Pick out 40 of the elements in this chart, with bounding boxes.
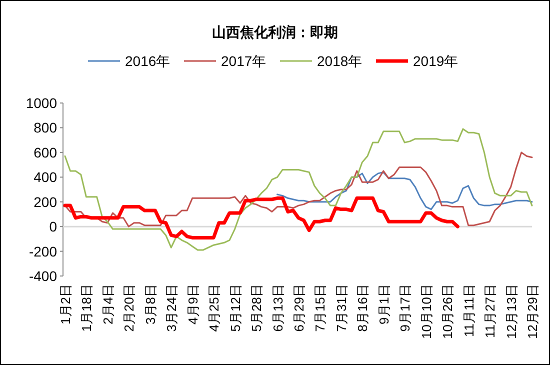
x-tick-label: 5月12日 <box>228 284 243 332</box>
y-tick-label: 200 <box>34 194 58 210</box>
x-tick-label: 10月26日 <box>440 284 456 339</box>
legend-label: 2019年 <box>413 53 458 69</box>
x-tick-label: 11月11日 <box>461 284 476 337</box>
y-tick-label: 0 <box>49 218 58 235</box>
y-tick-label: 400 <box>34 169 58 186</box>
x-tick-label: 3月8日 <box>142 284 158 324</box>
x-tick-label: 2月20日 <box>122 284 137 332</box>
chart-title: 山西焦化利润：即期 <box>212 24 338 40</box>
y-tick-label: 1000 <box>26 95 58 111</box>
x-tick-label: 1月2日 <box>58 284 73 324</box>
x-tick-label: 7月15日 <box>312 284 328 332</box>
x-tick-label: 4月25日 <box>206 284 222 332</box>
x-tick-label: 12月29日 <box>525 284 540 339</box>
x-tick-label: 6月13日 <box>270 284 286 332</box>
line-series <box>64 152 533 228</box>
x-tick-label: 5月28日 <box>249 284 264 332</box>
legend-label: 2018年 <box>317 53 362 69</box>
x-tick-label: 1月18日 <box>79 284 94 332</box>
x-tick-label: 9月1日 <box>376 284 392 324</box>
x-tick-label: 8月16日 <box>355 284 370 332</box>
x-tick-label: 3月24日 <box>164 284 180 332</box>
line-series <box>63 196 460 240</box>
x-tick-label: 7月31日 <box>334 284 349 332</box>
y-tick-label: 800 <box>34 120 58 136</box>
x-tick-label: 11月27日 <box>482 284 498 338</box>
x-tick-label: 10月10日 <box>418 284 434 339</box>
x-tick-label: 2月4日 <box>100 284 116 324</box>
x-tick-label: 12月13日 <box>504 284 519 339</box>
line-series <box>276 171 533 210</box>
y-tick-label: -400 <box>28 268 58 284</box>
line-series <box>64 128 533 251</box>
x-tick-label: 4月9日 <box>185 284 200 324</box>
x-tick-label: 6月29日 <box>292 284 306 332</box>
y-tick-label: 600 <box>34 144 58 160</box>
x-tick-label: 9月17日 <box>398 284 413 332</box>
y-tick-label: -200 <box>28 243 58 260</box>
legend-label: 2016年 <box>125 53 170 69</box>
legend-label: 2017年 <box>221 53 266 69</box>
